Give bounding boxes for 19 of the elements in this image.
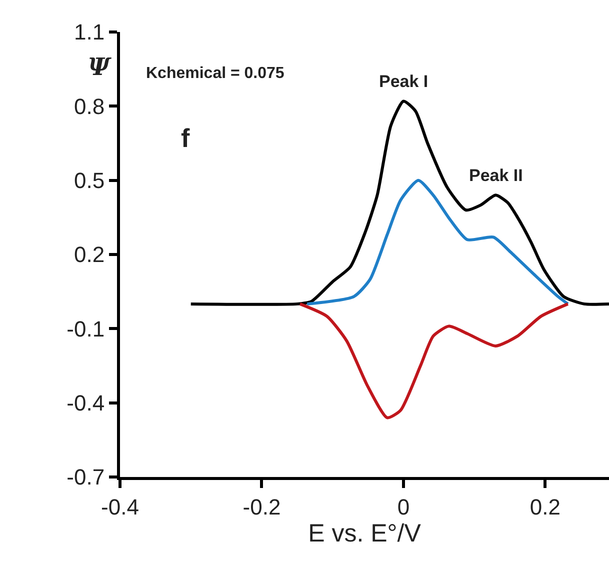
x-axis-title: E vs. E°/V <box>308 519 422 548</box>
annotation: f <box>181 123 190 153</box>
annotation: Peak I <box>379 72 428 91</box>
y-tick-label: 1.1 <box>74 20 105 45</box>
line-series <box>189 100 609 306</box>
y-axis-title: Ψ <box>88 52 112 81</box>
y-tick-label: 0.2 <box>74 242 105 268</box>
line-series <box>298 302 570 420</box>
x-tick-label: -0.2 <box>242 494 281 520</box>
x-tick-label: 0 <box>397 494 410 520</box>
y-tick-label: -0.4 <box>66 390 105 416</box>
y-tick-label: -0.1 <box>66 316 105 342</box>
y-tick-label: -0.7 <box>66 464 105 490</box>
x-tick-label: -0.4 <box>101 494 139 520</box>
x-tick-label: 0.2 <box>530 494 561 520</box>
annotation: Kchemical = 0.075 <box>146 65 284 82</box>
y-tick-label: 0.8 <box>74 94 105 119</box>
annotation: Peak II <box>469 166 523 185</box>
y-tick-label: 0.5 <box>74 168 105 194</box>
